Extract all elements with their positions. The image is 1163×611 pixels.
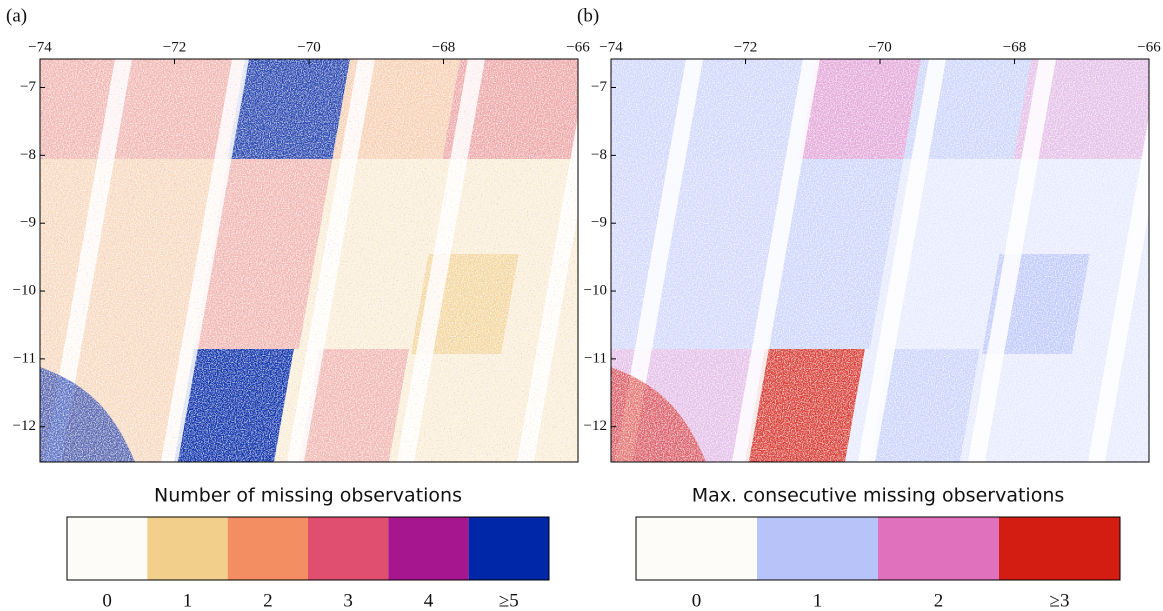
x-tick-label: −68 <box>1003 39 1026 55</box>
x-tick-label: −70 <box>297 39 320 55</box>
legend-label: 4 <box>424 590 434 611</box>
legend-frame <box>66 516 550 581</box>
x-tick-label: −74 <box>599 39 623 55</box>
y-tick-label: −8 <box>591 147 607 163</box>
legend-label: 3 <box>343 590 353 611</box>
y-tick-label: −12 <box>584 418 607 434</box>
y-tick-label: −11 <box>584 350 607 366</box>
legend-frame <box>635 516 1121 581</box>
legend-label: 2 <box>263 590 273 611</box>
panel-label: (a) <box>6 5 27 26</box>
x-tick-label: −66 <box>1137 39 1161 55</box>
speckle-dark <box>40 59 578 462</box>
legend-swatch <box>757 517 878 580</box>
y-tick-label: −8 <box>20 147 36 163</box>
map-image <box>611 59 1149 462</box>
legend-label: 0 <box>102 590 112 611</box>
legend-swatch <box>999 517 1120 580</box>
map-panel: (b)−74 −72 −70 −68 −66 −7 −8 −9 −10 −11 −12 Max. co… <box>577 5 1161 611</box>
x-tick-label: −72 <box>163 39 186 55</box>
map-panel: (a)−74 −72 −70 −68 −66 −7 −8 −9 −10 −11 −12 Number … <box>6 5 590 611</box>
panel-label: (b) <box>577 5 599 26</box>
legend-label: 1 <box>813 590 823 611</box>
legend-swatch <box>388 517 469 580</box>
legend-label: ≥5 <box>499 590 519 611</box>
legend-swatch <box>147 517 228 580</box>
x-tick-label: −70 <box>868 39 891 55</box>
legend-swatch <box>308 517 389 580</box>
legend-swatch <box>878 517 999 580</box>
legend-title: Max. consecutive missing observations <box>692 485 1065 507</box>
legend-label: ≥3 <box>1050 590 1070 611</box>
y-tick-label: −10 <box>584 282 607 298</box>
legend-swatch <box>67 517 148 580</box>
y-tick-label: −7 <box>20 79 36 95</box>
map-image <box>40 59 578 462</box>
legend-swatch <box>468 517 549 580</box>
y-tick-label: −9 <box>591 215 607 231</box>
x-tick-label: −66 <box>566 39 590 55</box>
y-tick-label: −10 <box>13 282 36 298</box>
legend-swatch <box>227 517 308 580</box>
legend-title: Number of missing observations <box>154 485 462 507</box>
legend-label: 2 <box>934 590 944 611</box>
legend-label: 0 <box>692 590 702 611</box>
x-tick-label: −74 <box>28 39 52 55</box>
x-tick-label: −68 <box>432 39 455 55</box>
speckle <box>611 59 1149 462</box>
y-tick-label: −11 <box>13 350 36 366</box>
y-tick-label: −9 <box>20 215 36 231</box>
legend-swatch <box>636 517 757 580</box>
y-tick-label: −12 <box>13 418 36 434</box>
x-tick-label: −72 <box>734 39 757 55</box>
y-tick-label: −7 <box>591 79 607 95</box>
legend-label: 1 <box>183 590 193 611</box>
